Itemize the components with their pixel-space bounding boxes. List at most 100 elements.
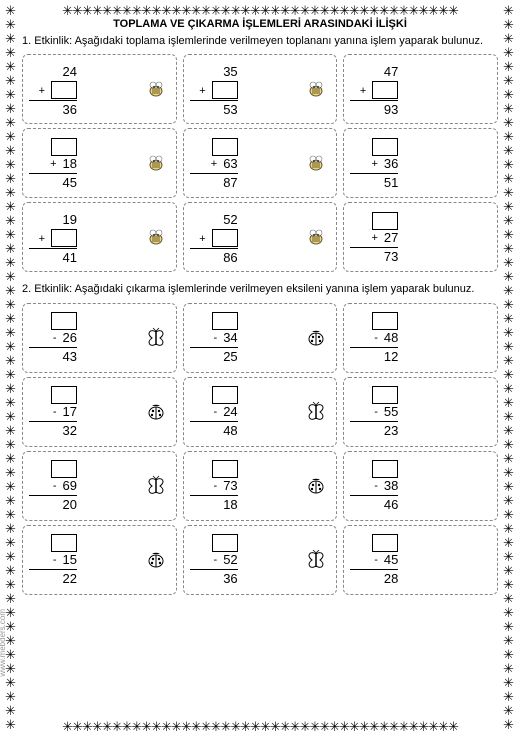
second-value: + — [29, 229, 77, 249]
second-number: 45 — [384, 552, 398, 568]
problem-cell: -3425 — [183, 303, 338, 373]
activity2-grid: -2643-3425-4812-1732-2448-5523-6920-7318… — [22, 303, 498, 595]
operator: - — [53, 332, 57, 346]
top-value — [51, 136, 77, 156]
top-value — [372, 532, 398, 552]
problem-cell: -4528 — [343, 525, 498, 595]
top-value — [372, 384, 398, 404]
operator: + — [371, 232, 377, 246]
bee-icon — [302, 149, 330, 177]
result-value: 48 — [223, 422, 237, 439]
ladybug-icon — [142, 398, 170, 426]
result-value: 28 — [384, 570, 398, 587]
butterfly-icon — [142, 472, 170, 500]
top-value: 19 — [63, 209, 77, 229]
answer-box[interactable] — [372, 460, 398, 478]
answer-box[interactable] — [51, 81, 77, 99]
result-value: 36 — [63, 101, 77, 118]
result-value: 45 — [63, 174, 77, 191]
result-value: 32 — [63, 422, 77, 439]
answer-box[interactable] — [212, 312, 238, 330]
operator: + — [39, 85, 45, 99]
second-value: -26 — [29, 330, 77, 348]
bee-icon — [302, 223, 330, 251]
second-number: 15 — [63, 552, 77, 568]
answer-box[interactable] — [51, 229, 77, 247]
answer-box[interactable] — [372, 534, 398, 552]
answer-box[interactable] — [372, 312, 398, 330]
problem-cell: -2643 — [22, 303, 177, 373]
operator: - — [214, 480, 218, 494]
answer-box[interactable] — [212, 81, 238, 99]
problem-cell: -4812 — [343, 303, 498, 373]
activity1-grid: 24+3635+5347+93+1845+6387+365119+4152+86… — [22, 54, 498, 272]
answer-box[interactable] — [372, 212, 398, 230]
math-problem: -5236 — [190, 532, 238, 588]
answer-box[interactable] — [51, 312, 77, 330]
second-number: 38 — [384, 478, 398, 494]
answer-box[interactable] — [51, 138, 77, 156]
second-number: 55 — [384, 404, 398, 420]
problem-row: -2643-3425-4812 — [22, 303, 498, 373]
result-value: 23 — [384, 422, 398, 439]
result-value: 12 — [384, 348, 398, 365]
answer-box[interactable] — [372, 138, 398, 156]
math-problem: -4528 — [350, 532, 398, 588]
second-value: + — [190, 81, 238, 101]
second-number: 69 — [63, 478, 77, 494]
second-value: -48 — [350, 330, 398, 348]
result-value: 53 — [223, 101, 237, 118]
problem-cell: -1522 — [22, 525, 177, 595]
answer-box[interactable] — [51, 460, 77, 478]
answer-box[interactable] — [212, 138, 238, 156]
answer-box[interactable] — [372, 81, 398, 99]
second-number: 18 — [63, 156, 77, 172]
second-value: -52 — [190, 552, 238, 570]
ladybug-icon — [302, 472, 330, 500]
problem-cell: -6920 — [22, 451, 177, 521]
second-value: -73 — [190, 478, 238, 496]
top-value — [372, 458, 398, 478]
operator: - — [374, 480, 378, 494]
problem-cell: 47+93 — [343, 54, 498, 124]
operator: + — [199, 85, 205, 99]
second-value: + — [350, 81, 398, 101]
answer-box[interactable] — [372, 386, 398, 404]
math-problem: 52+86 — [190, 209, 238, 266]
answer-box[interactable] — [212, 229, 238, 247]
result-value: 18 — [223, 496, 237, 513]
problem-cell: -5523 — [343, 377, 498, 447]
result-value: 43 — [63, 348, 77, 365]
result-value: 41 — [63, 249, 77, 266]
math-problem: +1845 — [29, 136, 77, 192]
problem-cell: -7318 — [183, 451, 338, 521]
second-number: 48 — [384, 330, 398, 346]
operator: - — [214, 554, 218, 568]
top-value — [51, 384, 77, 404]
answer-box[interactable] — [51, 534, 77, 552]
result-value: 86 — [223, 249, 237, 266]
answer-box[interactable] — [212, 534, 238, 552]
operator: + — [360, 85, 366, 99]
math-problem: 35+53 — [190, 61, 238, 118]
top-value — [51, 310, 77, 330]
problem-row: -1522-5236-4528 — [22, 525, 498, 595]
top-value: 24 — [63, 61, 77, 81]
second-value: +63 — [190, 156, 238, 174]
answer-box[interactable] — [51, 386, 77, 404]
operator: - — [214, 406, 218, 420]
butterfly-icon — [142, 324, 170, 352]
second-value: + — [190, 229, 238, 249]
operator: + — [371, 158, 377, 172]
answer-box[interactable] — [212, 386, 238, 404]
result-value: 46 — [384, 496, 398, 513]
problem-cell: -38 46 — [343, 451, 498, 521]
second-number: 26 — [63, 330, 77, 346]
math-problem: +6387 — [190, 136, 238, 192]
math-problem: -5523 — [350, 384, 398, 440]
border-top: ✳✳✳✳✳✳✳✳✳✳✳✳✳✳✳✳✳✳✳✳✳✳✳✳✳✳✳✳✳✳✳✳✳✳✳✳✳✳✳✳ — [14, 4, 506, 17]
top-value — [212, 384, 238, 404]
math-problem: 47+93 — [350, 61, 398, 118]
problem-row: +1845+6387+3651 — [22, 128, 498, 198]
answer-box[interactable] — [212, 460, 238, 478]
